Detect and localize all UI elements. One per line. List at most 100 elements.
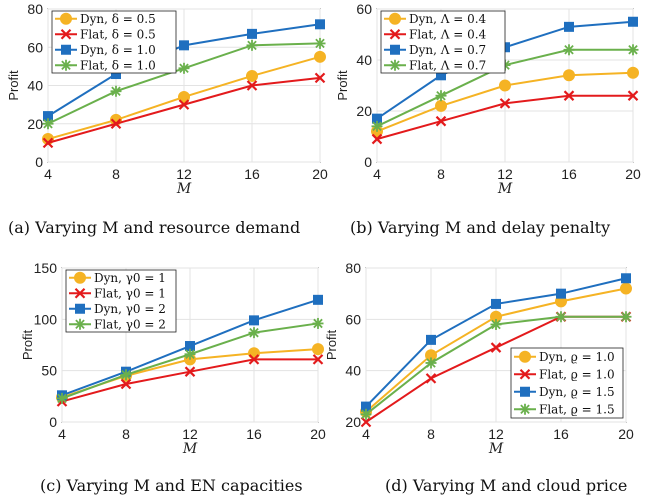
data-point — [490, 318, 502, 330]
data-point — [425, 357, 437, 369]
legend: Dyn, ϱ = 1.0 Flat, ϱ = 1.0 Dyn, ϱ = 1.5 Fla… — [510, 347, 624, 419]
data-point — [361, 401, 371, 412]
data-point — [371, 120, 383, 132]
x-axis-label: M — [182, 441, 198, 457]
y-tick-label: 0 — [35, 154, 43, 170]
y-tick-label: 0 — [49, 414, 57, 430]
y-tick-label: 20 — [356, 103, 372, 119]
legend-item: Flat, γ0 = 2 — [69, 317, 166, 331]
data-point — [312, 354, 324, 365]
data-point — [179, 40, 189, 51]
data-point — [435, 90, 447, 102]
legend-label: Flat, Λ = 0.7 — [409, 58, 486, 72]
data-point — [249, 315, 259, 326]
data-point — [360, 408, 372, 420]
x-tick-label: 20 — [310, 426, 326, 442]
legend-label: Dyn, ϱ = 1.5 — [539, 385, 615, 399]
legend-item: Dyn, Λ = 0.7 — [384, 43, 486, 57]
legend-marker — [390, 44, 400, 55]
data-point — [627, 44, 639, 56]
y-tick-label: 40 — [345, 363, 361, 379]
x-tick-label: 12 — [497, 166, 513, 182]
legend-label: Flat, ϱ = 1.0 — [539, 367, 615, 381]
y-tick-label: 80 — [27, 1, 43, 17]
y-tick-label: 40 — [27, 78, 43, 94]
legend-marker — [60, 28, 72, 40]
y-tick-label: 20 — [345, 414, 361, 430]
data-point — [621, 273, 631, 284]
data-point — [628, 16, 638, 27]
data-point — [435, 99, 447, 112]
legend-label: Flat, Λ = 0.4 — [409, 27, 487, 41]
x-axis-label: M — [176, 181, 192, 197]
x-tick-label: 4 — [58, 426, 66, 442]
data-point — [499, 98, 511, 109]
y-tick-label: 0 — [364, 154, 372, 170]
legend-label: Flat, γ0 = 1 — [94, 286, 166, 300]
data-point — [178, 99, 190, 110]
data-point — [248, 354, 260, 365]
y-axis-label: Profit — [20, 329, 35, 360]
y-tick-label: 150 — [34, 260, 58, 276]
data-point — [184, 348, 196, 360]
data-point — [564, 21, 574, 32]
caption-d: (d) Varying M and cloud price — [385, 476, 628, 495]
data-point — [620, 311, 632, 323]
data-point — [436, 70, 446, 81]
x-tick-label: 16 — [553, 426, 569, 442]
y-tick-label: 20 — [27, 116, 43, 132]
data-point — [627, 90, 639, 101]
data-point — [313, 294, 323, 305]
legend-marker — [519, 350, 531, 363]
data-point — [312, 317, 324, 329]
y-tick-label: 60 — [345, 311, 361, 327]
data-point — [620, 282, 632, 295]
data-point — [178, 62, 190, 74]
legend-item: Flat, γ0 = 1 — [69, 286, 166, 300]
legend-label: Dyn, γ0 = 2 — [94, 302, 166, 316]
data-point — [491, 298, 501, 309]
data-point — [425, 373, 437, 384]
legend-label: Flat, δ = 1.0 — [80, 58, 156, 72]
y-axis-label: Profit — [6, 70, 21, 101]
data-point — [314, 72, 326, 84]
legend-marker — [74, 318, 86, 330]
data-point — [555, 311, 567, 323]
data-point — [246, 80, 258, 91]
x-tick-label: 8 — [112, 166, 120, 182]
data-point — [556, 288, 566, 299]
legend-item: Dyn, γ0 = 2 — [69, 302, 166, 316]
x-tick-label: 4 — [44, 166, 52, 182]
legend-marker — [389, 59, 401, 71]
legend-marker — [61, 44, 71, 55]
data-point — [372, 113, 382, 124]
legend-marker — [75, 303, 85, 314]
legend-marker — [74, 287, 86, 299]
data-point — [248, 327, 260, 339]
legend-label: Dyn, Λ = 0.7 — [409, 43, 486, 57]
x-tick-label: 8 — [122, 426, 130, 442]
y-tick-label: 80 — [345, 260, 361, 276]
data-point — [42, 118, 54, 130]
legend-item: Dyn, δ = 1.0 — [55, 43, 156, 57]
y-tick-label: 40 — [356, 52, 372, 68]
data-point — [563, 44, 575, 56]
legend-item: Dyn, δ = 0.5 — [55, 12, 156, 26]
legend-item: Flat, ϱ = 1.5 — [514, 402, 615, 416]
data-point — [627, 66, 639, 79]
legend-label: Dyn, γ0 = 1 — [94, 271, 166, 285]
data-point — [184, 366, 196, 377]
y-tick-label: 60 — [27, 39, 43, 55]
data-point — [360, 416, 372, 428]
legend-item: Flat, Λ = 0.4 — [384, 27, 487, 41]
legend-label: Dyn, Λ = 0.4 — [409, 12, 487, 26]
legend-marker — [519, 368, 531, 380]
x-tick-label: 16 — [561, 166, 577, 182]
x-tick-label: 8 — [427, 426, 435, 442]
x-tick-label: 20 — [625, 166, 641, 182]
legend-label: Flat, ϱ = 1.5 — [539, 402, 615, 416]
data-point — [563, 69, 575, 82]
legend-label: Dyn, δ = 1.0 — [80, 43, 156, 57]
